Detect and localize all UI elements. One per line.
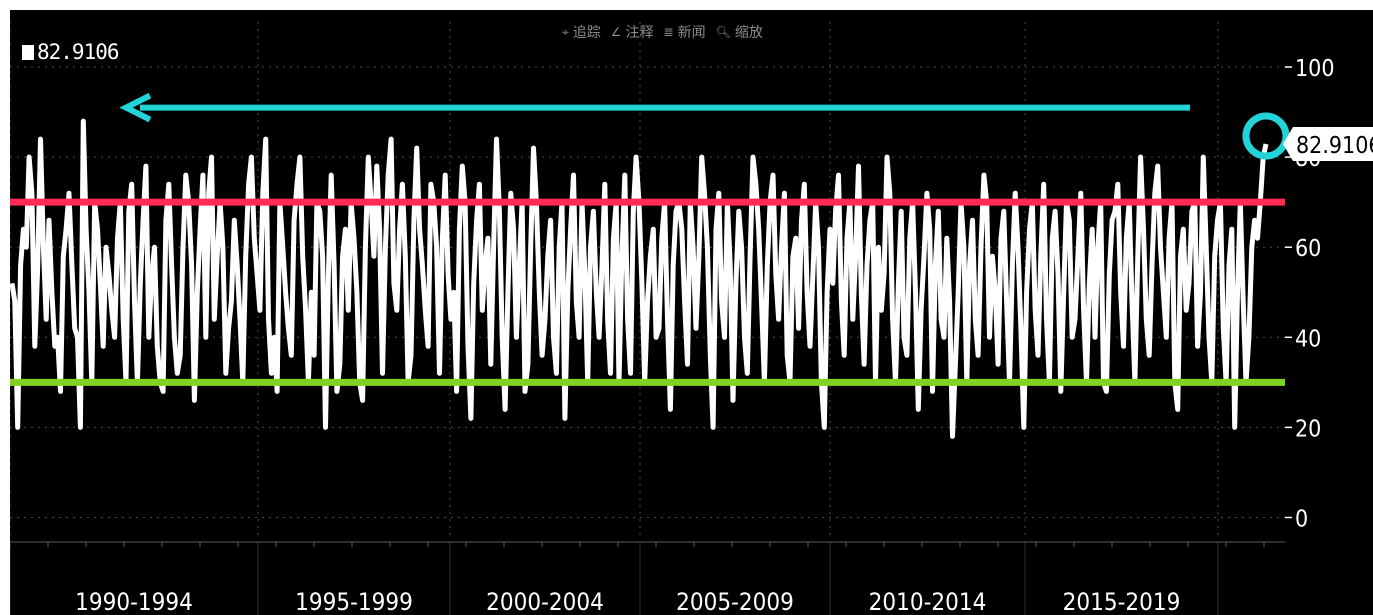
series-line	[10, 118, 1269, 439]
news-icon: ≣	[663, 25, 674, 39]
y-tick-label: 0	[1295, 506, 1308, 532]
y-tick-label: 100	[1295, 56, 1335, 82]
tool-news[interactable]: ≣ 新闻	[664, 22, 706, 42]
tool-zoom[interactable]: 🔍︎ 缩放	[716, 22, 763, 42]
chart-svg: 0204060801001990-19941995-19992000-20042…	[10, 22, 1373, 615]
tool-zoom-label: 缩放	[734, 25, 763, 41]
x-tick-label: 2000-2004	[486, 588, 604, 615]
last-value-flag	[1283, 127, 1373, 162]
y-tick-label: 40	[1295, 326, 1321, 352]
annotate-icon: ∠	[610, 25, 622, 39]
tool-track[interactable]: ⌖ 追踪	[562, 22, 601, 42]
tool-annotate[interactable]: ∠ 注释	[611, 22, 654, 42]
last-value-label: 82.9106	[1296, 133, 1373, 159]
y-tick-label: 60	[1295, 236, 1321, 262]
y-tick-label: 20	[1295, 416, 1321, 442]
arrow-head	[119, 92, 152, 123]
x-tick-label: 2005-2009	[676, 588, 794, 615]
chart-toolbar: ⌖ 追踪 ∠ 注释 ≣ 新闻 🔍︎ 缩放	[562, 21, 763, 43]
x-tick-label: 2015-2019	[1063, 588, 1181, 615]
legend-value: 82.9106	[37, 40, 120, 64]
last-value-circle	[1242, 112, 1290, 160]
x-tick-label: 2010-2014	[869, 588, 987, 615]
tool-track-label: 追踪	[572, 25, 601, 41]
legend: 82.9106	[22, 40, 120, 64]
zoom-icon: 🔍︎	[715, 25, 731, 39]
tool-news-label: 新闻	[677, 25, 706, 41]
chart-frame: 0204060801001990-19941995-19992000-20042…	[10, 10, 1373, 615]
legend-swatch	[22, 44, 34, 60]
crosshair-icon: ⌖	[562, 24, 569, 39]
tool-annotate-label: 注释	[625, 25, 654, 41]
x-tick-label: 1995-1999	[295, 588, 413, 615]
x-tick-label: 1990-1994	[75, 588, 193, 615]
